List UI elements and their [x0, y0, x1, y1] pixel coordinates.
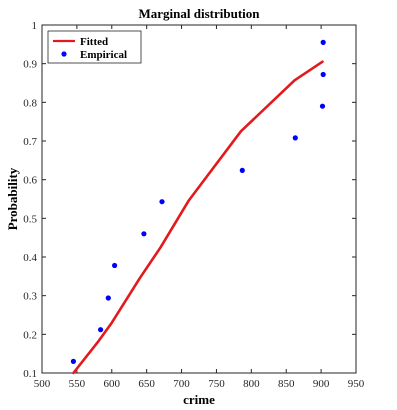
- y-tick-label: 0.1: [23, 368, 37, 380]
- empirical-point: [141, 231, 147, 237]
- empirical-point: [70, 358, 76, 364]
- y-tick-label: 0.2: [23, 329, 37, 341]
- legend-box: [47, 30, 142, 64]
- empirical-point: [112, 262, 118, 269]
- fitted-series-line: [72, 60, 324, 375]
- legend: Fitted Empirical: [47, 30, 142, 64]
- x-tick-label: 800: [243, 378, 260, 390]
- y-tick-label: 0.8: [23, 97, 37, 109]
- x-tick-label: 850: [278, 378, 295, 390]
- x-tick-label: 750: [208, 378, 225, 390]
- y-tick-label: 0.3: [23, 291, 37, 303]
- x-tick-label: 700: [173, 378, 190, 390]
- x-tick-label: 550: [69, 378, 86, 390]
- x-tick-label: 950: [348, 378, 365, 390]
- y-tick-label: 0.9: [23, 59, 37, 71]
- empirical-point: [98, 327, 104, 333]
- chart-title: Marginal distribution: [139, 6, 261, 21]
- empirical-point: [105, 295, 111, 301]
- empirical-point: [292, 135, 298, 141]
- x-tick-label: 900: [313, 378, 330, 390]
- axis-ticks-layer: 500 550 600 650 700 750 800 850 900 950 0.1 0.2 0.3 0…: [23, 20, 365, 390]
- empirical-point: [320, 39, 326, 46]
- legend-empirical-swatch: [61, 51, 67, 57]
- y-axis-label: Probability: [5, 167, 20, 230]
- empirical-point: [319, 103, 326, 109]
- empirical-point: [320, 71, 326, 78]
- x-tick-label: 500: [34, 378, 51, 390]
- y-tick-label: 0.4: [23, 252, 37, 264]
- empirical-point: [239, 167, 245, 173]
- y-tick-label: 0.6: [23, 175, 37, 187]
- plot-area-frame: [41, 24, 357, 374]
- y-tick-label: 0.7: [23, 136, 37, 148]
- legend-empirical-label: Empirical: [80, 49, 127, 61]
- x-tick-label: 600: [104, 378, 121, 390]
- y-tick-label: 0.5: [23, 213, 37, 225]
- y-tick-label: 1: [32, 20, 38, 32]
- x-tick-label: 650: [138, 378, 155, 390]
- empirical-point: [159, 199, 165, 205]
- data-layer: [70, 39, 326, 375]
- legend-fitted-label: Fitted: [80, 36, 108, 48]
- x-axis-label: crime: [183, 392, 215, 407]
